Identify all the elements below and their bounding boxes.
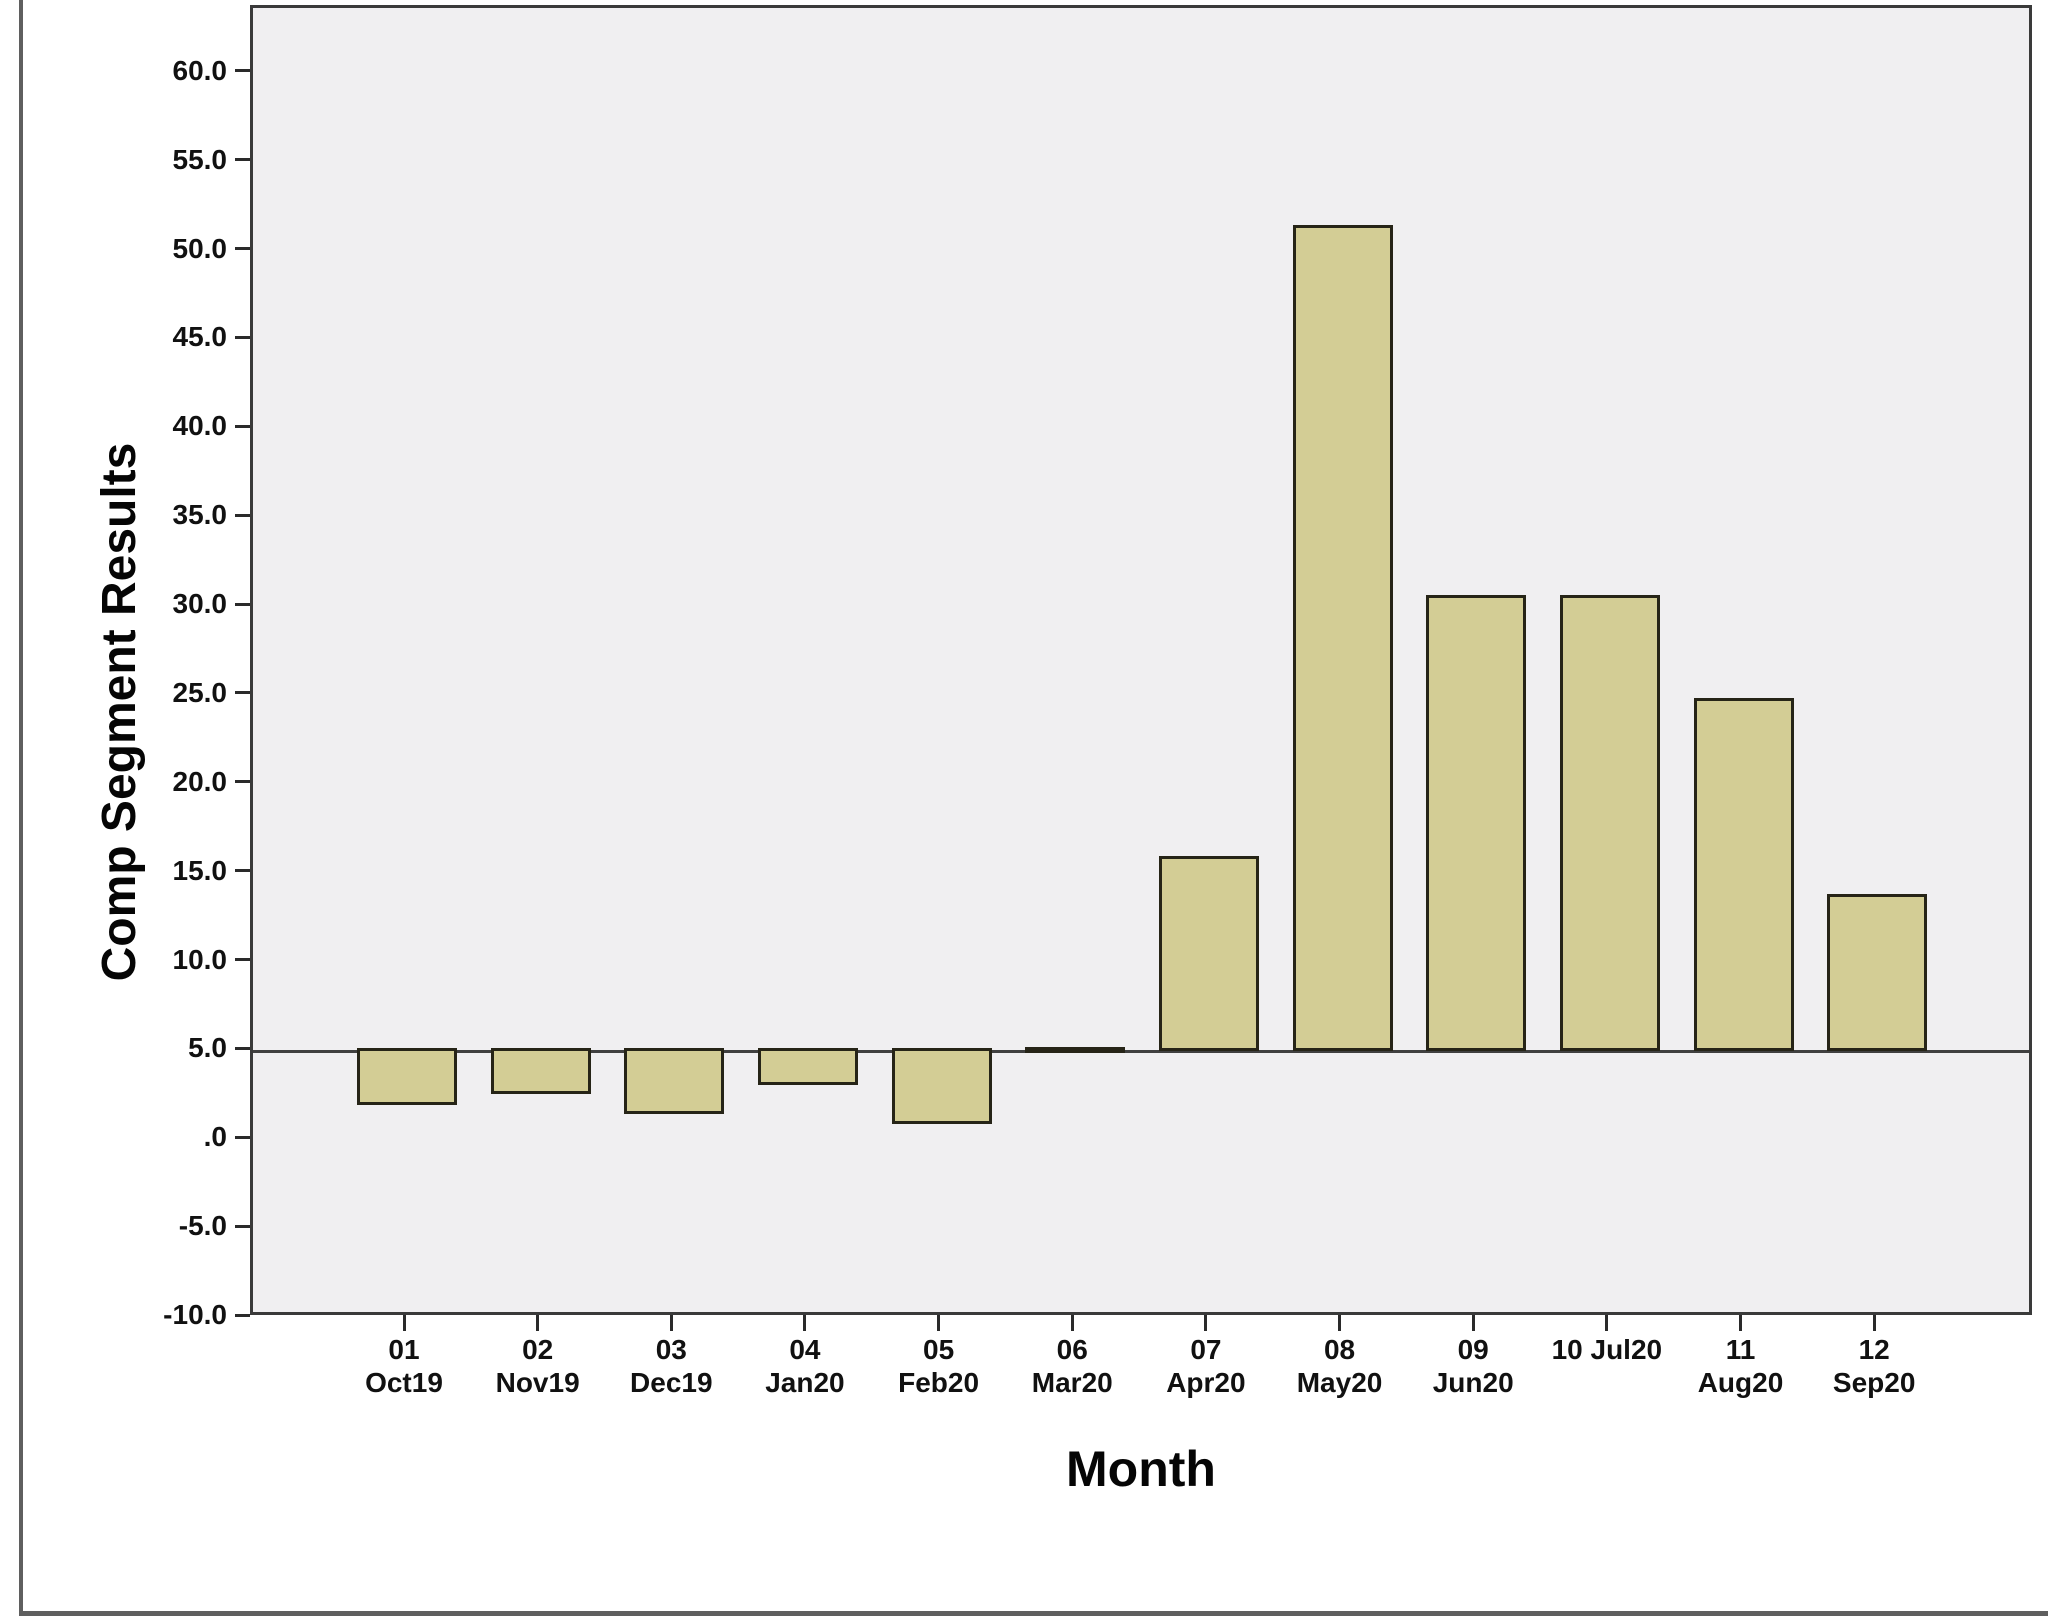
y-tick-mark — [235, 1224, 250, 1228]
x-tick-mark — [1605, 1315, 1609, 1331]
y-tick-label: 50.0 — [172, 232, 228, 264]
x-tick-mark — [1204, 1315, 1208, 1331]
y-tick-label: 55.0 — [172, 143, 228, 175]
x-tick-label: 07 — [1190, 1334, 1222, 1365]
y-tick-label: -5.0 — [178, 1210, 227, 1242]
x-tick-mark — [536, 1315, 540, 1331]
y-tick-mark — [235, 335, 250, 339]
x-tick-label: 11 — [1725, 1334, 1756, 1365]
x-tick-label: Jun20 — [1432, 1367, 1514, 1398]
bar-07-apr20 — [1158, 856, 1259, 1052]
x-tick-label: 02 — [522, 1334, 554, 1365]
x-tick-mark — [1070, 1315, 1074, 1331]
x-tick-label: Jan20 — [765, 1367, 845, 1398]
x-tick-label: May20 — [1296, 1367, 1383, 1398]
y-tick-mark — [235, 602, 250, 606]
y-tick-mark — [235, 780, 250, 784]
x-tick-mark — [1739, 1315, 1742, 1331]
y-tick-mark — [235, 1313, 250, 1317]
y-tick-label: 25.0 — [172, 676, 228, 708]
x-tick-mark — [1471, 1315, 1475, 1331]
x-tick-mark — [1872, 1315, 1876, 1331]
bar-06-mar20 — [1025, 1046, 1126, 1053]
x-tick-label: Nov19 — [495, 1367, 580, 1398]
y-tick-label: .0 — [203, 1121, 227, 1153]
x-tick-label: 06 — [1056, 1334, 1088, 1365]
x-tick-mark — [669, 1315, 673, 1331]
x-tick-label: Aug20 — [1697, 1367, 1784, 1398]
y-tick-label: -10.0 — [163, 1299, 227, 1330]
bar-04-jan20 — [757, 1048, 858, 1086]
y-tick-mark — [235, 424, 250, 428]
y-tick-label: 40.0 — [172, 410, 228, 442]
x-tick-mark — [937, 1315, 941, 1331]
y-tick-label: 35.0 — [172, 499, 228, 531]
plot-area — [250, 5, 2032, 1315]
x-tick-label: 04 — [789, 1334, 821, 1365]
y-tick-mark — [235, 1135, 250, 1139]
x-axis-title: Month — [1066, 1441, 1216, 1497]
y-tick-label: 15.0 — [172, 854, 228, 886]
y-tick-label: 45.0 — [172, 321, 228, 353]
x-tick-label: Mar20 — [1031, 1367, 1113, 1398]
x-tick-label: 03 — [655, 1334, 687, 1365]
x-tick-label: Dec19 — [630, 1367, 713, 1398]
x-tick-label: 05 — [923, 1334, 955, 1365]
x-tick-label: Feb20 — [898, 1367, 980, 1398]
x-tick-mark — [1338, 1315, 1342, 1331]
bar-10-jul20 — [1559, 595, 1660, 1052]
y-tick-mark — [235, 869, 250, 873]
x-tick-label: Sep20 — [1832, 1367, 1916, 1398]
x-tick-label: Apr20 — [1166, 1367, 1246, 1398]
bar-08-may20 — [1292, 225, 1393, 1052]
x-tick-mark — [803, 1315, 807, 1331]
x-tick-label: 08 — [1323, 1334, 1356, 1365]
bar-05-feb20 — [891, 1048, 992, 1125]
y-tick-label: 30.0 — [172, 588, 228, 619]
bar-11-aug20 — [1693, 698, 1794, 1052]
baseline-reference-line — [253, 1050, 2029, 1054]
y-axis-title: Comp Segment Results — [93, 442, 146, 982]
y-tick-mark — [235, 158, 250, 162]
x-tick-label: 10 Jul20 — [1551, 1334, 1663, 1365]
y-tick-mark — [235, 1046, 250, 1050]
x-tick-label: 09 — [1457, 1334, 1489, 1365]
y-tick-label: 10.0 — [172, 943, 228, 975]
y-tick-label: 5.0 — [188, 1032, 227, 1064]
y-tick-mark — [235, 247, 250, 250]
y-tick-mark — [235, 691, 250, 695]
y-tick-mark — [235, 958, 250, 961]
bar-12-sep20 — [1827, 893, 1928, 1052]
x-tick-label: Oct19 — [365, 1367, 443, 1398]
x-tick-mark — [402, 1315, 406, 1331]
bar-02-nov19 — [490, 1048, 591, 1095]
bar-01-oct19 — [357, 1048, 457, 1105]
x-tick-label: 12 — [1858, 1334, 1890, 1365]
y-tick-mark — [235, 69, 250, 73]
x-tick-label: 01 — [388, 1334, 420, 1365]
y-tick-label: 60.0 — [172, 54, 228, 86]
bar-03-dec19 — [624, 1048, 725, 1114]
y-tick-mark — [235, 513, 250, 517]
y-tick-label: 20.0 — [172, 765, 228, 797]
bar-09-jun20 — [1426, 595, 1527, 1052]
